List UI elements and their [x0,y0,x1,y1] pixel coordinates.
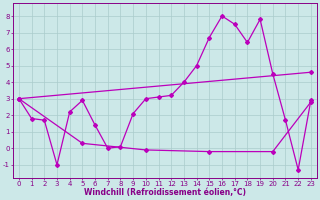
X-axis label: Windchill (Refroidissement éolien,°C): Windchill (Refroidissement éolien,°C) [84,188,246,197]
